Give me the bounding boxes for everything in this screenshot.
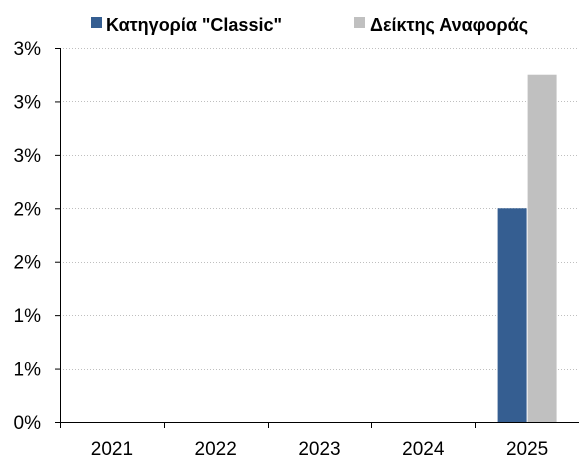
y-tick-label-0: 0%	[14, 413, 42, 434]
y-tick-label-3: 2%	[14, 253, 42, 274]
legend-label-benchmark: Δείκτης Αναφοράς	[370, 15, 528, 35]
legend-swatch-classic	[91, 17, 102, 28]
chart-axes	[55, 48, 579, 428]
chart-bars	[497, 74, 557, 422]
legend-label-classic: Κατηγορία "Classic"	[106, 15, 282, 35]
x-tick-label-2025: 2025	[506, 439, 548, 457]
y-tick-label-7: 3%	[14, 39, 42, 60]
bar-2025-series-0	[497, 208, 527, 422]
y-tick-label-5: 3%	[14, 146, 42, 167]
chart-legend: Κατηγορία "Classic" Δείκτης Αναφοράς	[91, 15, 528, 35]
x-tick-label-2022: 2022	[195, 439, 237, 457]
bar-2025-series-1	[527, 74, 557, 422]
x-tick-label-2021: 2021	[91, 439, 133, 457]
legend-swatch-benchmark	[354, 17, 365, 28]
y-tick-label-2: 1%	[14, 306, 42, 327]
x-tick-label-2024: 2024	[402, 439, 445, 457]
y-tick-label-4: 2%	[14, 199, 42, 220]
chart-tick-labels: 0% 1% 1% 2% 2% 3% 3% 3% 2021 2022 2023 2024 2025	[14, 39, 549, 457]
x-tick-label-2023: 2023	[298, 439, 340, 457]
chart-grid	[60, 48, 579, 370]
y-tick-label-6: 3%	[14, 92, 42, 113]
y-tick-label-1: 1%	[14, 360, 42, 381]
